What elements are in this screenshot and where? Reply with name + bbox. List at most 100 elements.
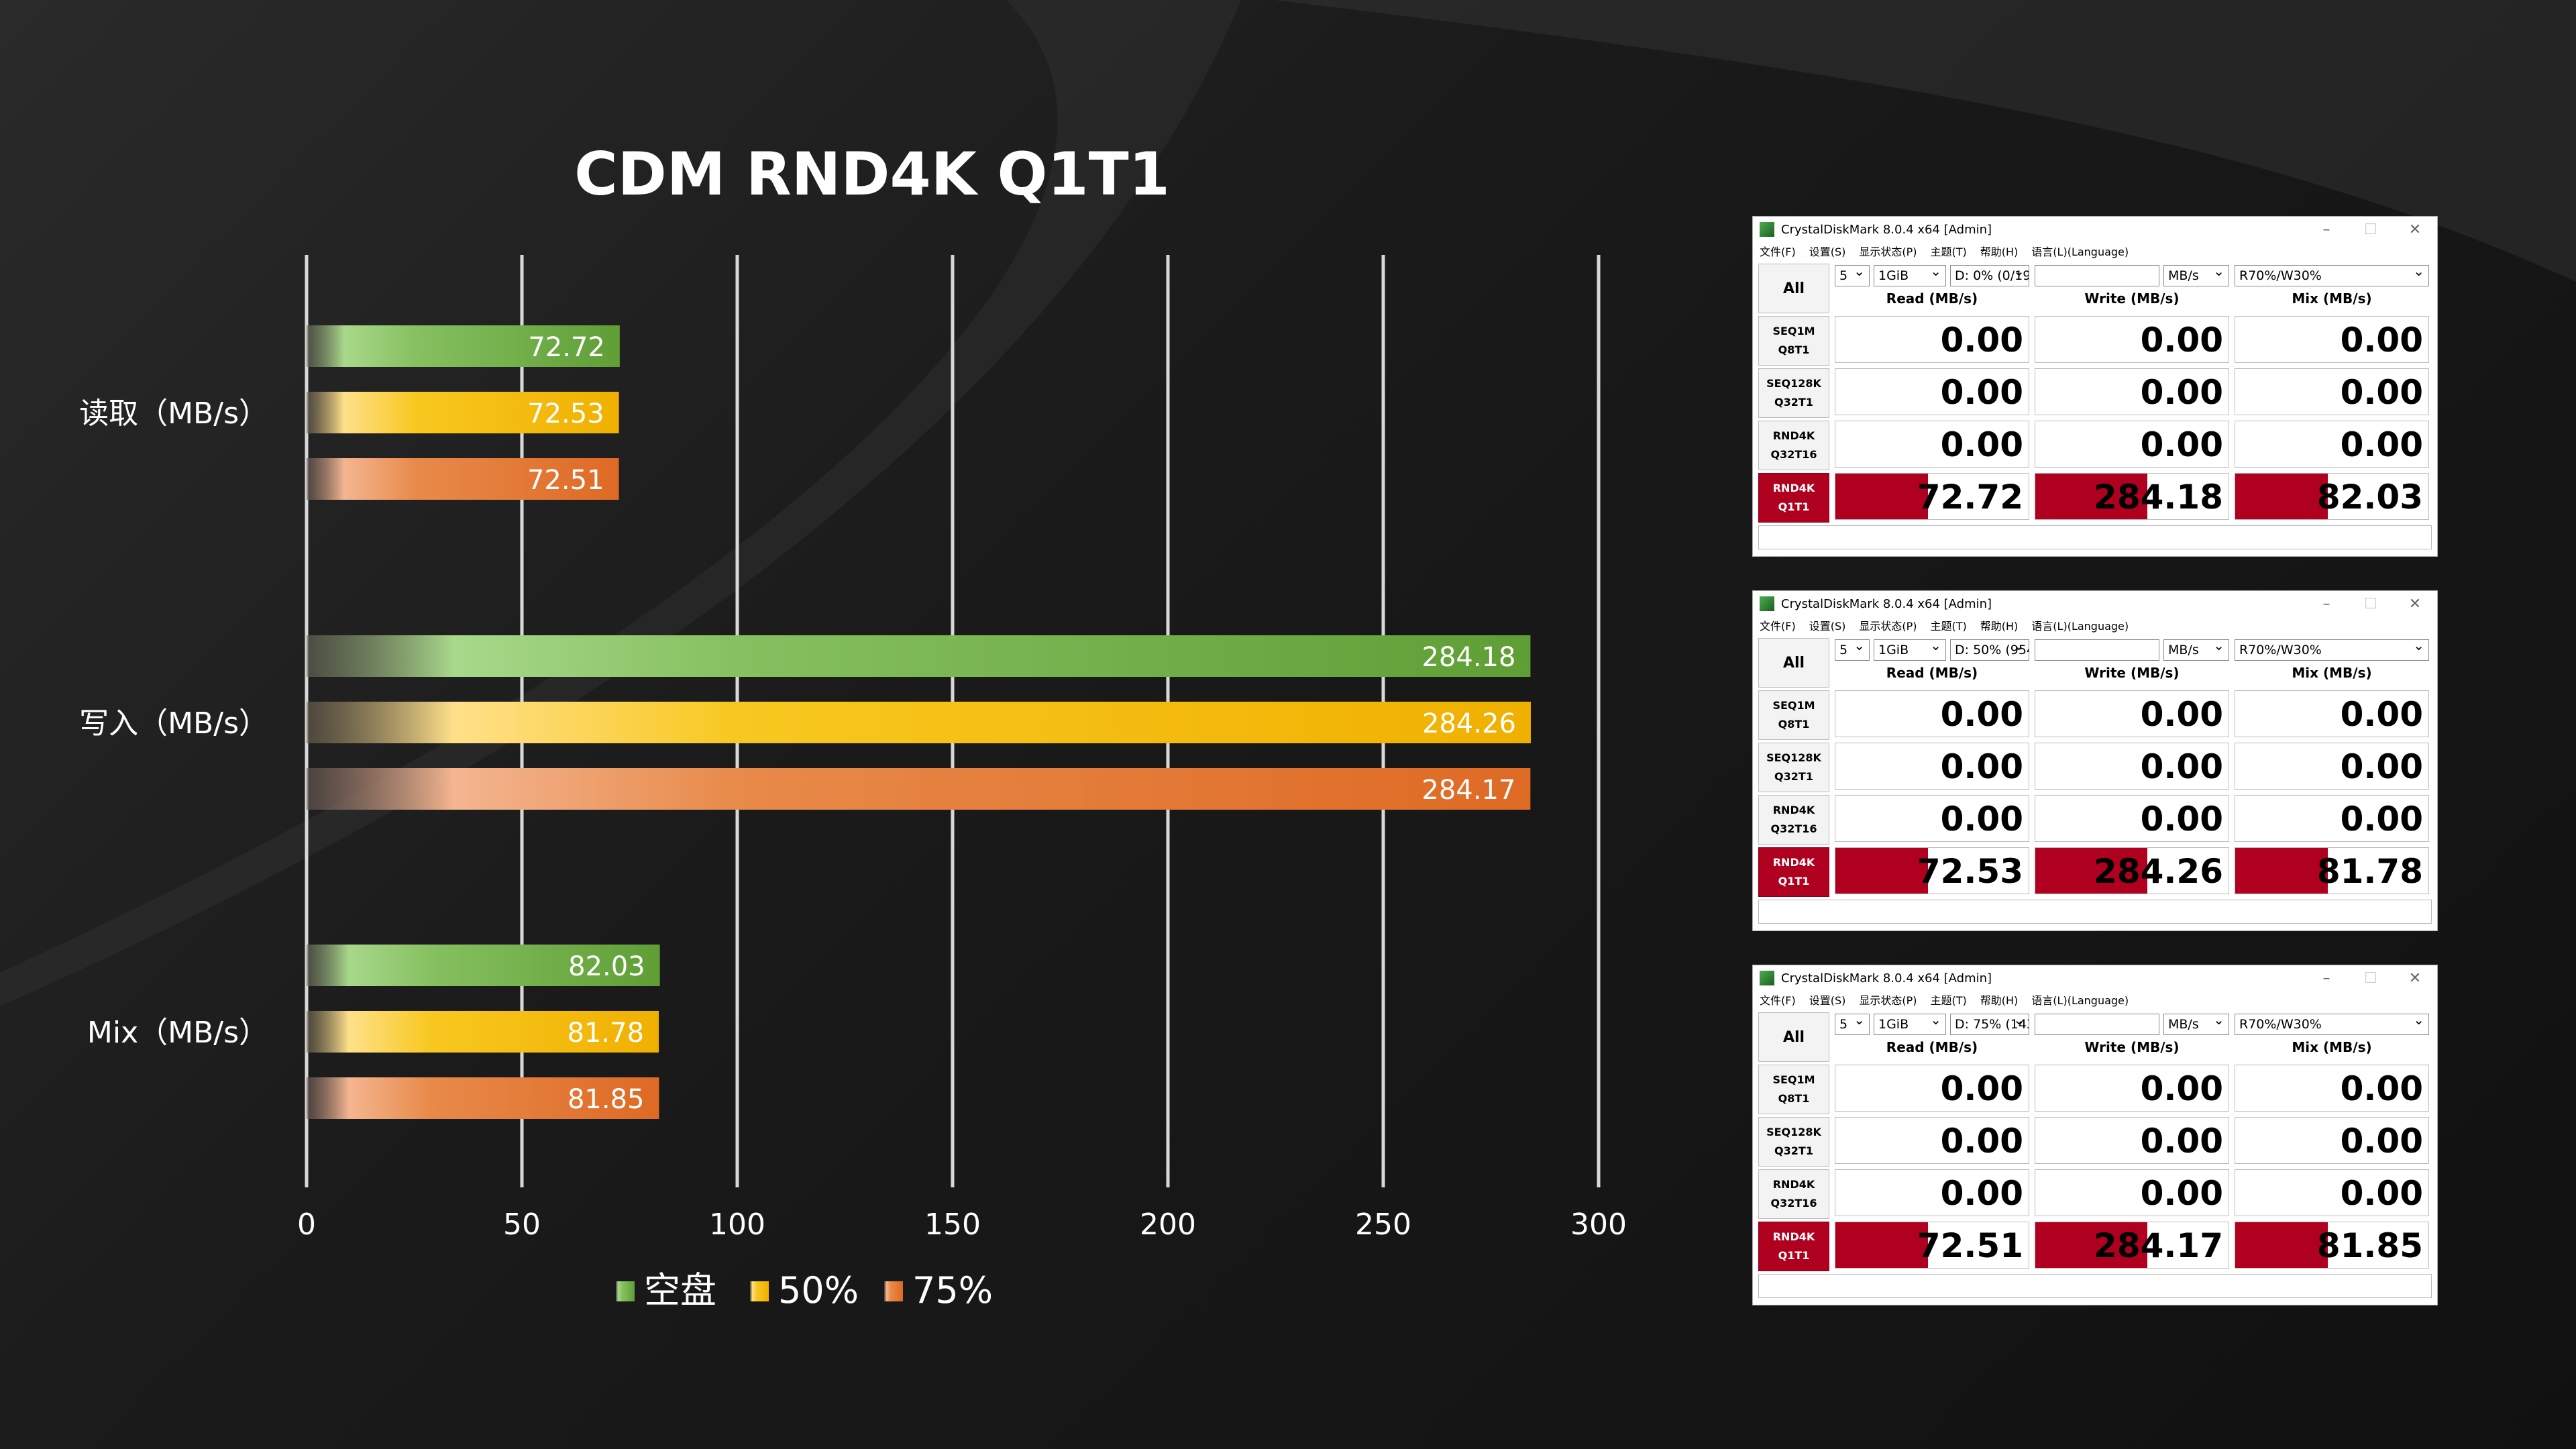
drive-select-part[interactable]: D: 75% (1431/1908GiB)	[1950, 1014, 2029, 1035]
x-tick-label: 200	[1140, 1208, 1196, 1242]
unit-select[interactable]: MB/s	[2163, 265, 2229, 286]
test-params: Q32T1	[1774, 770, 1813, 783]
maximize-button[interactable]: ☐	[2364, 221, 2377, 238]
count-value: 5	[1839, 268, 1848, 283]
bar-value-label: 284.26	[1422, 708, 1516, 739]
menu-item[interactable]: 主题(T)	[1930, 994, 1967, 1007]
result-row: SEQ128K Q32T1 0.00 0.00 0.00	[1758, 743, 2432, 792]
cdm-window: CrystalDiskMark 8.0.4 x64 [Admin] – ☐ ✕ …	[1752, 965, 2438, 1305]
result-value: 0.00	[2235, 421, 2429, 468]
result-value: 0.00	[1835, 421, 2029, 468]
menu-item[interactable]: 文件(F)	[1760, 620, 1796, 633]
mix-select[interactable]: R70%/W30%	[2235, 639, 2429, 661]
unit-value: MB/s	[2168, 268, 2199, 283]
size-select[interactable]: 1GiB	[1874, 639, 1946, 661]
drive-select-cont[interactable]: .	[2035, 1014, 2159, 1035]
legend-label: 空盘	[644, 1269, 716, 1311]
bar-value-label: 72.53	[527, 398, 604, 429]
bar-75%	[307, 768, 1531, 810]
run-all-button[interactable]: All	[1758, 1012, 1829, 1062]
menu-item[interactable]: 帮助(H)	[1980, 246, 2019, 258]
count-select[interactable]: 5	[1835, 639, 1870, 661]
mix-value: R70%/W30%	[2239, 268, 2322, 283]
window-title: CrystalDiskMark 8.0.4 x64 [Admin]	[1781, 222, 1992, 237]
menu-item[interactable]: 显示状态(P)	[1859, 620, 1917, 633]
test-params: Q1T1	[1778, 875, 1810, 888]
mix-select[interactable]: R70%/W30%	[2235, 265, 2429, 286]
drive-select-part[interactable]: D: 0% (0/1908GiB)	[1950, 265, 2029, 286]
menu-item[interactable]: 主题(T)	[1930, 620, 1967, 633]
test-button[interactable]: RND4K Q32T16	[1758, 795, 1829, 845]
size-select[interactable]: 1GiB	[1874, 1014, 1946, 1035]
menu-item[interactable]: 语言(L)(Language)	[2031, 246, 2129, 258]
legend-label: 50%	[778, 1269, 859, 1311]
result-value: 0.00	[2235, 690, 2429, 737]
test-button[interactable]: RND4K Q1T1	[1758, 847, 1829, 897]
test-button[interactable]: SEQ128K Q32T1	[1758, 368, 1829, 418]
count-select[interactable]: 5	[1835, 1014, 1870, 1035]
menu-item[interactable]: 帮助(H)	[1980, 620, 2019, 633]
test-button[interactable]: SEQ1M Q8T1	[1758, 316, 1829, 366]
menu-item[interactable]: 文件(F)	[1760, 994, 1796, 1007]
drive-select-cont[interactable]: .	[2035, 265, 2159, 286]
test-button[interactable]: RND4K Q32T16	[1758, 1169, 1829, 1219]
drive-select-cont[interactable]: .	[2035, 639, 2159, 661]
test-button[interactable]: SEQ1M Q8T1	[1758, 690, 1829, 740]
legend-label: 75%	[912, 1269, 993, 1311]
unit-value: MB/s	[2168, 643, 2199, 657]
test-button[interactable]: SEQ128K Q32T1	[1758, 1117, 1829, 1167]
menu-item[interactable]: 显示状态(P)	[1859, 994, 1917, 1007]
minimize-button[interactable]: –	[2322, 969, 2330, 987]
test-button[interactable]: RND4K Q1T1	[1758, 473, 1829, 523]
maximize-button[interactable]: ☐	[2364, 595, 2377, 612]
bar-50%	[307, 1011, 659, 1053]
test-params: Q32T16	[1770, 1197, 1817, 1210]
menu-item[interactable]: 文件(F)	[1760, 246, 1796, 258]
unit-select[interactable]: MB/s	[2163, 639, 2229, 661]
maximize-button[interactable]: ☐	[2364, 969, 2377, 987]
test-name: RND4K	[1772, 804, 1815, 816]
test-name: SEQ1M	[1772, 325, 1815, 337]
close-button[interactable]: ✕	[2408, 221, 2422, 238]
test-name: SEQ1M	[1772, 1073, 1815, 1086]
result-row: RND4K Q32T16 0.00 0.00 0.00	[1758, 795, 2432, 845]
menu-item[interactable]: 语言(L)(Language)	[2031, 994, 2129, 1007]
minimize-button[interactable]: –	[2322, 595, 2330, 612]
menu-item[interactable]: 设置(S)	[1809, 246, 1846, 258]
close-button[interactable]: ✕	[2408, 969, 2422, 987]
menu-item[interactable]: 帮助(H)	[1980, 994, 2019, 1007]
test-button[interactable]: RND4K Q1T1	[1758, 1222, 1829, 1271]
test-params: Q8T1	[1778, 343, 1810, 356]
count-select[interactable]: 5	[1835, 265, 1870, 286]
size-select[interactable]: 1GiB	[1874, 265, 1946, 286]
unit-value: MB/s	[2168, 1017, 2199, 1032]
test-button[interactable]: SEQ128K Q32T1	[1758, 743, 1829, 792]
test-name: SEQ128K	[1766, 751, 1821, 764]
bar-50%	[307, 702, 1531, 743]
run-all-button[interactable]: All	[1758, 638, 1829, 688]
menu-item[interactable]: 显示状态(P)	[1859, 246, 1917, 258]
mix-select[interactable]: R70%/W30%	[2235, 1014, 2429, 1035]
result-value: 82.03	[2235, 473, 2429, 520]
mix-header: Mix (MB/s)	[2292, 290, 2372, 307]
menu-item[interactable]: 设置(S)	[1809, 620, 1846, 633]
size-value: 1GiB	[1878, 643, 1909, 657]
write-header: Write (MB/s)	[2084, 665, 2180, 681]
x-tick-label: 0	[297, 1208, 316, 1242]
drive-select-part[interactable]: D: 50% (954/1908GiB)	[1950, 639, 2029, 661]
result-value: 0.00	[1835, 690, 2029, 737]
run-all-button[interactable]: All	[1758, 264, 1829, 313]
test-button[interactable]: RND4K Q32T16	[1758, 421, 1829, 470]
menu-item[interactable]: 设置(S)	[1809, 994, 1846, 1007]
minimize-button[interactable]: –	[2322, 221, 2330, 238]
result-row: RND4K Q1T1 72.72 284.18 82.03	[1758, 473, 2432, 523]
menu-item[interactable]: 主题(T)	[1930, 246, 1967, 258]
menu-item[interactable]: 语言(L)(Language)	[2031, 620, 2129, 633]
close-button[interactable]: ✕	[2408, 595, 2422, 612]
app-icon	[1760, 971, 1774, 985]
bar-空盘	[307, 635, 1531, 677]
result-value: 0.00	[2235, 316, 2429, 363]
unit-select[interactable]: MB/s	[2163, 1014, 2229, 1035]
count-value: 5	[1839, 1017, 1848, 1032]
test-button[interactable]: SEQ1M Q8T1	[1758, 1065, 1829, 1114]
